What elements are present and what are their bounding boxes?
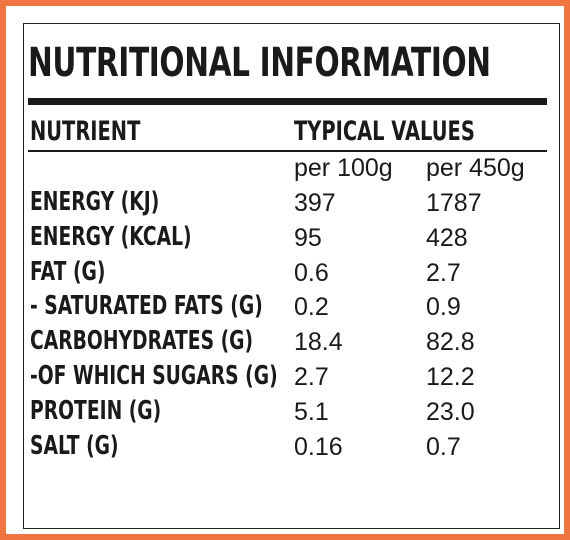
typical-values-column-header: TYPICAL VALUES bbox=[294, 116, 475, 147]
nutrition-panel bbox=[6, 6, 564, 534]
value-per-100g: 18.4 bbox=[294, 328, 343, 357]
table-row: PROTEIN (G) 5.1 23.0 bbox=[0, 396, 570, 431]
nutrient-name: - SATURATED FATS (G) bbox=[30, 291, 263, 322]
value-per-450g: 82.8 bbox=[426, 328, 475, 357]
value-per-100g: 0.16 bbox=[294, 432, 343, 461]
table-row: SALT (G) 0.16 0.7 bbox=[0, 431, 570, 466]
table-row: ENERGY (KCAL) 95 428 bbox=[0, 222, 570, 257]
table-row: CARBOHYDRATES (G) 18.4 82.8 bbox=[0, 326, 570, 361]
per-450g-subheader: per 450g bbox=[426, 154, 525, 182]
table-row: - SATURATED FATS (G) 0.2 0.9 bbox=[0, 291, 570, 326]
nutrient-name: SALT (G) bbox=[30, 430, 119, 461]
value-per-450g: 12.2 bbox=[426, 362, 475, 391]
nutrient-name: ENERGY (KJ) bbox=[30, 187, 160, 217]
value-per-100g: 0.6 bbox=[294, 258, 329, 287]
value-per-100g: 5.1 bbox=[294, 397, 329, 426]
value-per-450g: 428 bbox=[426, 223, 468, 252]
value-per-100g: 397 bbox=[294, 189, 336, 217]
value-per-100g: 2.7 bbox=[294, 362, 329, 391]
value-per-450g: 0.7 bbox=[426, 432, 461, 461]
nutrient-name: PROTEIN (G) bbox=[30, 395, 162, 426]
table-row: ENERGY (KJ) 397 1787 bbox=[0, 187, 570, 222]
value-per-450g: 1787 bbox=[426, 189, 482, 217]
nutrition-frame bbox=[23, 23, 560, 529]
nutrient-column-header: NUTRIENT bbox=[30, 116, 141, 147]
title-divider bbox=[28, 98, 547, 105]
page-title: NUTRITIONAL INFORMATION bbox=[28, 40, 491, 86]
header-divider bbox=[28, 150, 547, 152]
nutrient-name: -OF WHICH SUGARS (G) bbox=[30, 360, 278, 391]
nutrient-name: CARBOHYDRATES (G) bbox=[30, 326, 254, 357]
value-per-100g: 0.2 bbox=[294, 293, 329, 322]
nutrient-table: ENERGY (KJ) 397 1787 ENERGY (KCAL) 95 42… bbox=[0, 187, 570, 465]
nutrient-name: ENERGY (KCAL) bbox=[30, 221, 192, 252]
table-row: FAT (G) 0.6 2.7 bbox=[0, 257, 570, 292]
value-per-450g: 23.0 bbox=[426, 397, 475, 426]
value-per-100g: 95 bbox=[294, 223, 322, 252]
per-100g-subheader: per 100g bbox=[294, 154, 393, 182]
value-per-450g: 2.7 bbox=[426, 258, 461, 287]
value-per-450g: 0.9 bbox=[426, 293, 461, 322]
nutrient-name: FAT (G) bbox=[30, 256, 106, 287]
table-row: -OF WHICH SUGARS (G) 2.7 12.2 bbox=[0, 361, 570, 396]
